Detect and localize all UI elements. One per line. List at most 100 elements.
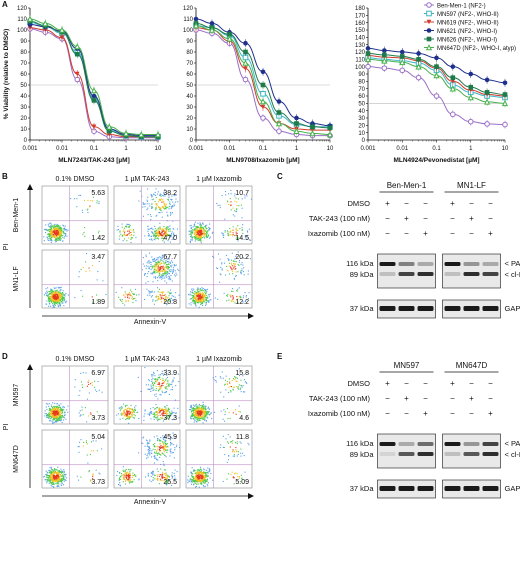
event-dot <box>160 417 162 419</box>
event-dot <box>169 414 171 416</box>
event-dot <box>205 297 207 299</box>
event-dot <box>49 226 51 228</box>
event-dot <box>173 444 175 446</box>
event-dot <box>50 239 52 241</box>
event-dot <box>147 441 149 443</box>
event-dot <box>198 407 201 409</box>
event-dot <box>164 280 166 282</box>
event-dot <box>204 408 206 410</box>
event-dot <box>149 412 151 414</box>
event-dot <box>142 202 144 204</box>
event-dot <box>119 471 121 474</box>
event-dot <box>127 230 129 232</box>
event-dot <box>55 475 58 477</box>
event-dot <box>199 231 201 233</box>
event-dot <box>63 476 65 478</box>
event-dot <box>126 226 128 228</box>
event-dot <box>203 301 205 303</box>
event-dot <box>150 219 152 221</box>
event-dot <box>138 200 140 202</box>
event-dot <box>129 471 131 473</box>
series-4 <box>365 49 508 99</box>
blot-membrane-parp <box>442 253 501 289</box>
event-dot <box>169 293 171 295</box>
event-dot <box>52 306 54 308</box>
event-dot <box>50 232 52 235</box>
event-dot <box>60 412 62 414</box>
event-dot <box>153 378 156 380</box>
event-dot <box>236 380 238 382</box>
event-dot <box>199 291 201 293</box>
event-dot <box>54 306 56 308</box>
event-dot <box>51 406 53 409</box>
event-dot <box>91 381 93 384</box>
event-dot <box>52 419 54 421</box>
event-dot <box>52 295 54 297</box>
event-dot <box>194 232 196 234</box>
event-dot <box>48 413 50 416</box>
event-dot <box>119 485 121 487</box>
event-dot <box>123 238 125 240</box>
event-dot <box>171 270 173 272</box>
event-dot <box>51 476 53 479</box>
event-dot <box>146 200 149 202</box>
event-dot <box>65 473 67 475</box>
event-dot <box>147 272 149 275</box>
event-dot <box>164 207 167 209</box>
event-dot <box>51 230 53 232</box>
event-dot <box>164 230 166 232</box>
event-dot <box>53 471 55 473</box>
event-dot <box>59 409 61 412</box>
event-dot <box>170 289 172 291</box>
event-dot <box>193 411 195 413</box>
band-gapdh <box>463 306 480 311</box>
event-dot <box>156 231 158 233</box>
event-dot <box>155 458 158 460</box>
event-dot <box>56 416 58 418</box>
event-dot <box>238 405 240 407</box>
event-dot <box>151 265 153 267</box>
event-dot <box>56 224 58 226</box>
legend-entry: MN626 (NF2-, WHO-I) <box>437 37 497 43</box>
event-dot <box>130 237 133 239</box>
event-dot <box>58 470 61 472</box>
event-dot <box>121 475 123 477</box>
event-dot <box>151 231 153 233</box>
event-dot <box>159 274 161 276</box>
event-dot <box>224 420 226 422</box>
data-point <box>450 111 456 118</box>
event-dot <box>160 228 162 230</box>
event-dot <box>167 413 169 415</box>
event-dot <box>48 412 50 414</box>
event-dot <box>200 236 203 239</box>
event-dot <box>222 236 225 238</box>
event-dot <box>166 273 168 275</box>
event-dot <box>49 414 51 416</box>
event-dot <box>193 409 195 411</box>
event-dot <box>57 229 59 232</box>
event-dot <box>204 299 206 301</box>
event-dot <box>227 391 230 393</box>
event-dot <box>201 235 203 237</box>
event-dot <box>161 298 163 300</box>
blot-treatment-mark: − <box>469 199 474 208</box>
event-dot <box>234 377 236 379</box>
event-dot <box>52 297 54 299</box>
flow-plot: 3.471.89 <box>41 249 109 309</box>
event-dot <box>194 236 197 238</box>
event-dot <box>174 399 176 401</box>
event-dot <box>197 295 199 297</box>
event-dot <box>131 413 133 416</box>
event-dot <box>130 408 132 410</box>
event-dot <box>63 305 65 307</box>
event-dot <box>54 477 56 479</box>
event-dot <box>164 261 166 263</box>
event-dot <box>53 301 55 303</box>
event-dot <box>125 225 127 227</box>
event-dot <box>190 416 193 418</box>
event-dot <box>191 415 193 418</box>
flow-column-title: 0.1% DMSO <box>56 176 95 183</box>
event-dot <box>196 295 198 297</box>
event-dot <box>155 379 157 381</box>
event-dot <box>193 301 195 303</box>
